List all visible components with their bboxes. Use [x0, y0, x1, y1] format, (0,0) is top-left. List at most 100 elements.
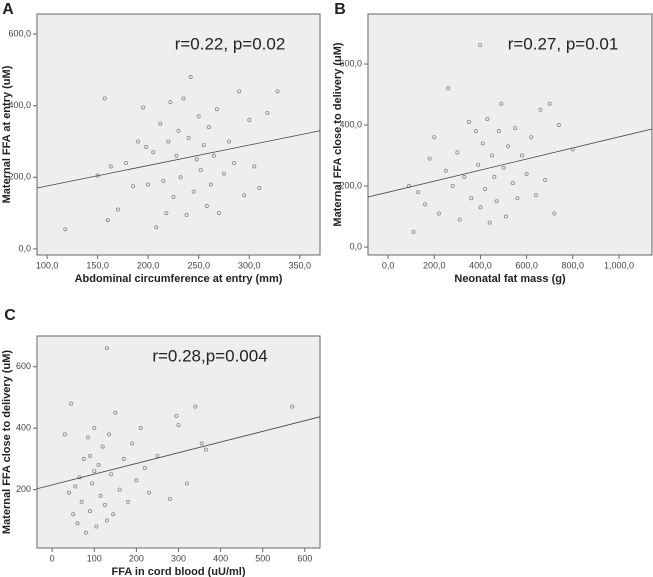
data-point [181, 96, 186, 101]
data-point [85, 435, 90, 440]
x-tick-label: 200,0 [423, 260, 446, 270]
y-tick-label: 200,0 [339, 180, 362, 190]
data-point [446, 86, 451, 91]
data-point [155, 453, 160, 458]
x-tick-label: 600 [297, 553, 312, 563]
data-point [104, 518, 109, 523]
data-point [186, 135, 191, 140]
data-point [487, 220, 492, 225]
data-point [427, 156, 432, 161]
data-point [290, 404, 295, 409]
data-point [485, 116, 490, 121]
data-point [265, 110, 270, 115]
data-point [154, 225, 159, 230]
data-point [492, 174, 497, 179]
data-point [147, 490, 152, 495]
y-tick-label: 400,0 [8, 100, 31, 110]
data-point [423, 202, 428, 207]
data-point [62, 432, 67, 437]
y-tick-label: 600 [16, 361, 31, 371]
x-tick-label: 200,0 [137, 260, 160, 270]
x-tick-label: 200 [129, 553, 144, 563]
data-point [436, 211, 441, 216]
data-point [208, 182, 213, 187]
data-point [83, 530, 88, 535]
x-tick-label: 0,0 [382, 260, 395, 270]
data-point [144, 144, 149, 149]
y-tick-label: 0,0 [349, 241, 362, 251]
data-point [457, 217, 462, 222]
data-point [102, 96, 107, 101]
data-point [232, 160, 237, 165]
data-point [88, 509, 93, 514]
data-point [216, 211, 221, 216]
data-point [166, 139, 171, 144]
data-point [168, 496, 173, 501]
data-point [533, 193, 538, 198]
annotation: r=0.28,p=0.004 [152, 346, 267, 365]
data-point [141, 105, 146, 110]
data-point [462, 174, 467, 179]
data-point [466, 119, 471, 124]
data-point [113, 410, 118, 415]
data-point [79, 499, 84, 504]
data-point [538, 107, 543, 112]
plot-area [36, 335, 321, 549]
data-point [100, 444, 105, 449]
data-point [69, 401, 74, 406]
data-point [411, 229, 416, 234]
data-point [503, 214, 508, 219]
data-point [443, 168, 448, 173]
x-tick-label: 400,0 [469, 260, 492, 270]
data-point [547, 101, 552, 106]
x-tick-label: 600,0 [515, 260, 538, 270]
data-point [221, 171, 226, 176]
data-point [494, 199, 499, 204]
data-point [552, 211, 557, 216]
data-point [227, 139, 232, 144]
x-axis-title: FFA in cord blood (uU/ml) [111, 566, 245, 577]
x-tick-label: 300,0 [238, 260, 261, 270]
plot-area [367, 13, 653, 256]
data-point [94, 524, 99, 529]
data-point [455, 150, 460, 155]
data-point [450, 184, 455, 189]
annotation: r=0.27, p=0.01 [508, 34, 619, 53]
data-point [176, 128, 181, 133]
data-point [499, 101, 504, 106]
data-point [275, 89, 280, 94]
data-point [178, 175, 183, 180]
data-point [151, 150, 156, 155]
x-tick-label: 350,0 [289, 260, 312, 270]
data-point [477, 43, 482, 48]
data-point [483, 187, 488, 192]
data-point [131, 184, 136, 189]
x-tick-label: 300 [171, 553, 186, 563]
data-point [206, 125, 211, 130]
x-tick-label: 1,000,0 [604, 260, 634, 270]
data-point [473, 129, 478, 134]
data-point [489, 153, 494, 158]
y-tick-label: 600,0 [8, 28, 31, 38]
x-tick-label: 500 [255, 553, 270, 563]
data-point [117, 487, 122, 492]
data-point [196, 114, 201, 119]
x-tick-label: 800,0 [562, 260, 585, 270]
data-point [211, 153, 216, 158]
data-point [81, 456, 86, 461]
y-axis-title: Maternal FFA close to delivery (uM) [1, 350, 13, 535]
data-point [174, 153, 179, 158]
data-point [161, 178, 166, 183]
x-axis-title: Abdominal circumference at entry (mm) [75, 273, 283, 285]
trend-line [36, 130, 321, 189]
data-point [115, 207, 120, 212]
data-point [109, 472, 114, 477]
data-point [184, 212, 189, 217]
y-tick-label: 0,0 [18, 243, 31, 253]
data-point [73, 484, 78, 489]
data-point [214, 107, 219, 112]
data-point [75, 521, 80, 526]
data-point [176, 423, 181, 428]
data-point [194, 157, 199, 162]
data-point [237, 89, 242, 94]
